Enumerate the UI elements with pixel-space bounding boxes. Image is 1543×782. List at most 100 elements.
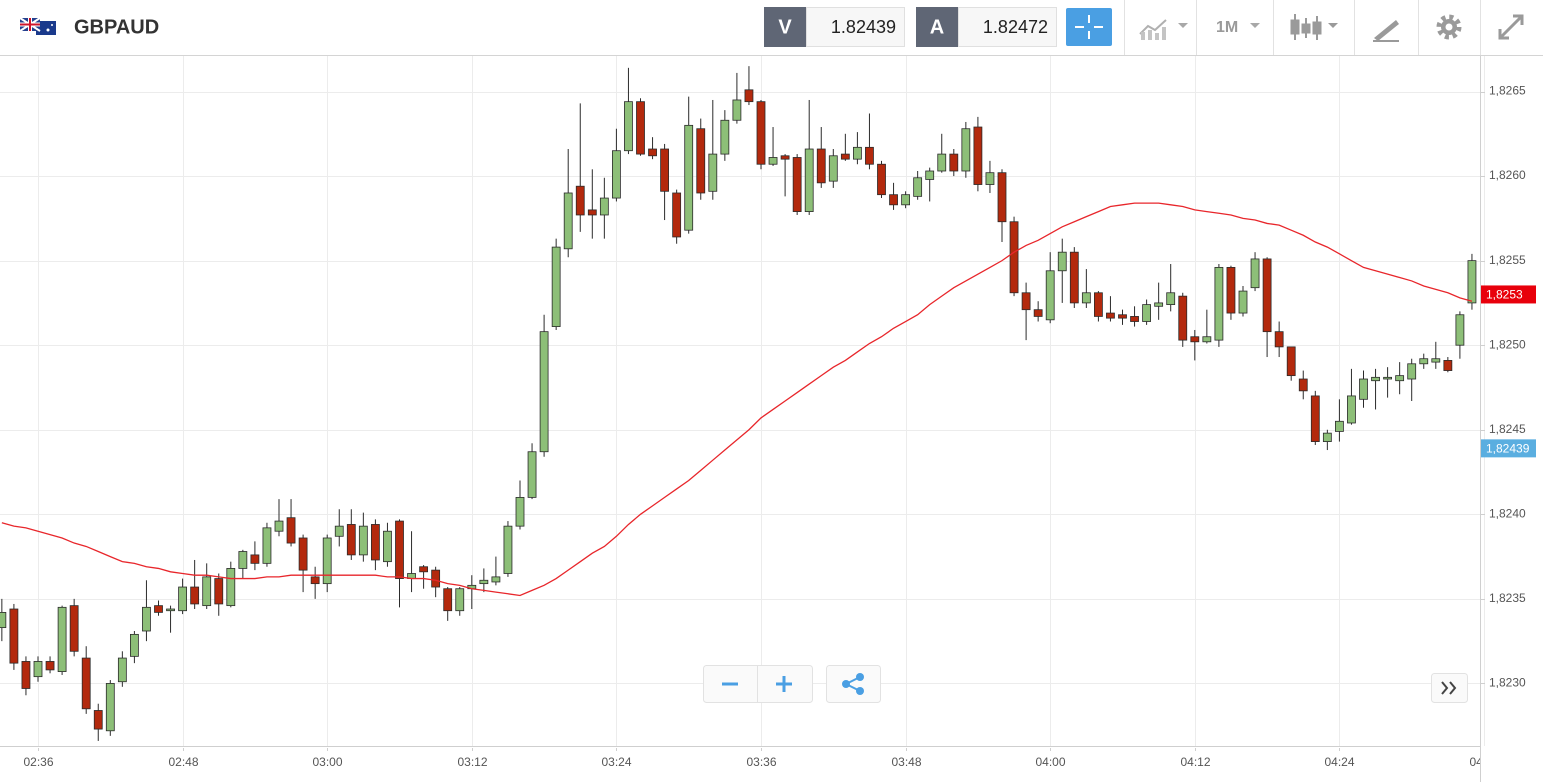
candle-body	[431, 569, 441, 588]
x-tick-label: 03:00	[312, 755, 342, 769]
candle-body	[1407, 363, 1417, 380]
y-tick-label: 1,8245	[1489, 422, 1526, 436]
crosshair-button[interactable]	[1066, 8, 1112, 46]
candle-body	[1226, 266, 1236, 314]
candle-body	[142, 606, 151, 632]
x-tick-label: 03:48	[891, 755, 921, 769]
ask-value: 1.82472	[983, 17, 1048, 37]
y-tick-label: 1,8235	[1489, 591, 1526, 605]
candle-body	[1202, 336, 1212, 343]
plot-area	[0, 66, 1477, 741]
x-tick-label: 04:24	[1324, 755, 1354, 769]
y-axis: 1,8230 1,8235 1,8240 1,8245 1,8250 1,8255 1,82…	[1480, 84, 1536, 690]
candle-body	[491, 576, 501, 583]
candle-body	[913, 177, 923, 197]
candle-body	[395, 520, 404, 579]
candle-body	[1335, 420, 1344, 432]
candle-body	[117, 657, 127, 683]
candle-body	[1298, 378, 1308, 392]
x-tick-label: 04:00	[1035, 755, 1065, 769]
share-button[interactable]	[826, 665, 881, 703]
candle-body	[1118, 314, 1127, 319]
candle-style-button[interactable]	[1290, 14, 1338, 40]
candle-body	[45, 661, 55, 671]
candle-body	[539, 331, 549, 453]
ask-box[interactable]: A 1.82472	[916, 7, 1057, 47]
candle-body	[455, 588, 465, 612]
bid-label: V	[778, 16, 792, 38]
x-axis: 02:36 02:48 03:00 03:12 03:24 03:36 03:48 04:00…	[23, 748, 1499, 769]
candle-body	[1142, 304, 1151, 322]
candle-body	[756, 101, 766, 165]
price-marker-label: 1,82439	[1486, 442, 1530, 456]
candle-body	[901, 194, 910, 206]
candle-body	[310, 576, 320, 585]
candle-body	[1166, 292, 1176, 306]
candle-body	[202, 576, 212, 607]
candle-body	[479, 579, 489, 585]
candle-body	[780, 155, 790, 160]
candle-body	[1419, 358, 1429, 365]
separators	[1124, 0, 1481, 55]
candle-body	[1045, 270, 1055, 321]
candle-body	[925, 170, 935, 180]
x-tick-label: 04:36	[1469, 755, 1499, 769]
candle-body	[648, 148, 657, 157]
candle-body	[672, 192, 682, 238]
fullscreen-button[interactable]	[1498, 14, 1524, 40]
candle-body	[178, 586, 188, 612]
candle-body	[370, 524, 380, 561]
ask-label-bg	[916, 7, 958, 47]
bid-box[interactable]: V 1.82439	[764, 7, 905, 47]
candle-body	[1371, 376, 1380, 382]
candle-body	[419, 566, 429, 573]
candle-body	[684, 124, 694, 231]
settings-button[interactable]	[1436, 14, 1462, 40]
zoom-controls	[703, 665, 1468, 703]
scroll-right-button[interactable]	[1431, 673, 1468, 703]
x-tick-label: 02:48	[168, 755, 198, 769]
x-tick-label: 03:36	[746, 755, 776, 769]
chart-type-button[interactable]	[1139, 19, 1188, 40]
candle-body	[563, 192, 573, 250]
candle-body	[443, 588, 453, 612]
candle-body	[961, 128, 971, 172]
candle-body	[166, 608, 175, 612]
candle-body	[865, 146, 874, 165]
bid-value: 1.82439	[831, 17, 896, 37]
candle-body	[1467, 260, 1477, 304]
candle-body	[889, 194, 898, 206]
candle-body	[1455, 314, 1465, 346]
candle-body	[1359, 378, 1368, 400]
candle-body	[973, 126, 983, 185]
zoom-in-button[interactable]	[776, 676, 792, 692]
x-tick-label: 03:24	[601, 755, 631, 769]
bid-label-bg	[764, 7, 806, 47]
candle-body	[1154, 302, 1164, 307]
candle-body	[226, 568, 236, 607]
timeframe-button[interactable]: 1M	[1216, 19, 1260, 36]
candle-body	[708, 153, 718, 192]
candle-body	[214, 578, 224, 605]
candle-body	[298, 537, 308, 571]
ask-label: A	[930, 16, 944, 38]
x-tick-label: 04:12	[1180, 755, 1210, 769]
candle-body	[262, 527, 272, 564]
price-marker-label: 1,8253	[1486, 288, 1523, 302]
y-tick-label: 1,8260	[1489, 168, 1526, 182]
candle-body	[21, 661, 31, 689]
candle-body	[81, 657, 91, 710]
drawing-button[interactable]	[1373, 20, 1399, 42]
candle-body	[1106, 312, 1115, 319]
candle-body	[575, 185, 585, 216]
candle-body	[720, 119, 730, 155]
y-tick-label: 1,8230	[1489, 676, 1526, 690]
candle-body	[949, 153, 959, 172]
candle-body	[1286, 346, 1296, 377]
candle-body	[0, 611, 7, 629]
candle-body	[732, 99, 742, 121]
candle-body	[93, 710, 103, 730]
candle-body	[828, 155, 838, 182]
